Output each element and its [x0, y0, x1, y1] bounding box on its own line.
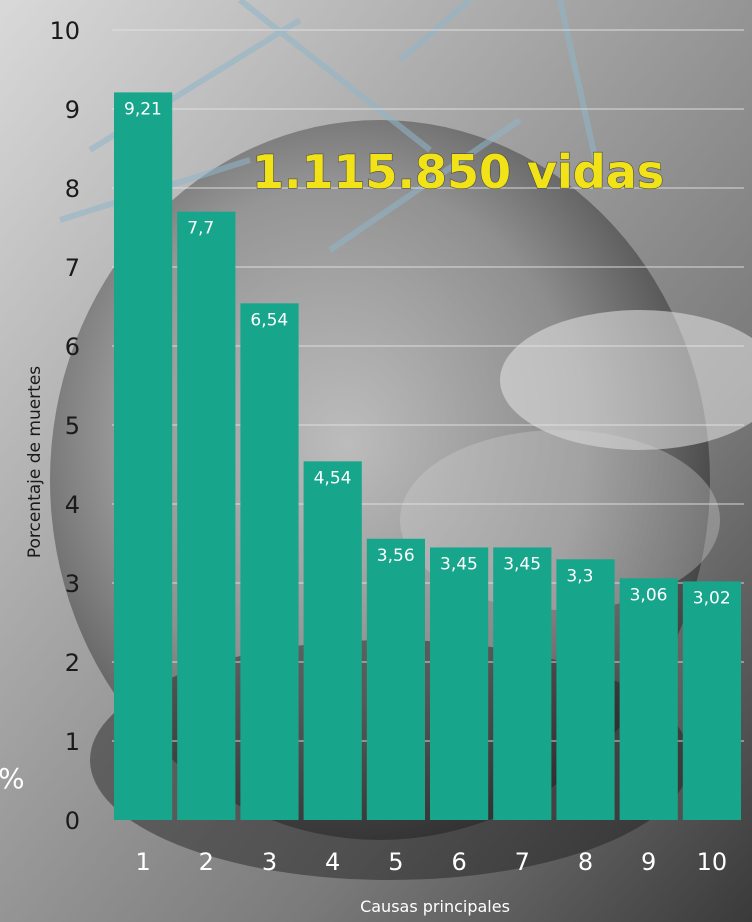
bar-3 [240, 303, 299, 821]
y-axis-ticks: 0 1 2 3 4 5 6 7 8 9 10 [49, 17, 80, 835]
bar-9 [619, 578, 678, 820]
y-tick-label: 5 [65, 412, 80, 440]
y-axis-title: Porcentaje de muertes [25, 366, 45, 558]
bar-value-label: 3,3 [566, 566, 593, 586]
edge-percent-glyph: % [0, 762, 25, 795]
bar-value-label: 9,21 [124, 99, 162, 119]
x-tick-label: 9 [641, 848, 656, 876]
x-axis-ticks: 1 2 3 4 5 6 7 8 9 10 [135, 848, 727, 876]
y-tick-label: 8 [65, 175, 80, 203]
y-tick-label: 4 [65, 491, 80, 519]
x-tick-label: 5 [388, 848, 403, 876]
y-tick-label: 10 [49, 17, 80, 45]
y-tick-label: 6 [65, 333, 80, 361]
bar-value-label: 3,02 [693, 588, 731, 608]
y-tick-label: 2 [65, 649, 80, 677]
x-tick-label: 3 [262, 848, 277, 876]
x-tick-label: 2 [199, 848, 214, 876]
bar-1 [114, 92, 173, 820]
bar-value-label: 3,06 [630, 585, 668, 605]
bar-value-label: 3,45 [503, 554, 541, 574]
bar-5 [366, 538, 425, 820]
x-axis-title: Causas principales [360, 897, 510, 916]
x-tick-label: 6 [451, 848, 466, 876]
x-tick-label: 1 [135, 848, 150, 876]
bar-value-label: 3,45 [440, 554, 478, 574]
x-tick-label: 8 [578, 848, 593, 876]
bar-value-label: 6,54 [250, 310, 288, 330]
bar-6 [430, 547, 489, 820]
y-tick-label: 0 [65, 807, 80, 835]
bar-value-label: 4,54 [314, 468, 352, 488]
bar-value-label: 7,7 [187, 219, 214, 239]
bar-4 [303, 461, 362, 820]
x-tick-label: 10 [697, 848, 728, 876]
y-tick-label: 9 [65, 96, 80, 124]
chart-headline: 1.115.850 vidas [252, 145, 664, 199]
y-tick-label: 3 [65, 570, 80, 598]
y-tick-label: 7 [65, 254, 80, 282]
bars: 9,21 7,7 6,54 4,54 3,56 3,45 3,45 3,3 3,06 3,02 [114, 92, 741, 821]
bar-value-label: 3,56 [377, 546, 415, 566]
x-tick-label: 4 [325, 848, 340, 876]
y-tick-label: 1 [65, 728, 80, 756]
x-tick-label: 7 [515, 848, 530, 876]
bar-2 [177, 211, 236, 820]
bar-8 [556, 559, 615, 820]
bar-10 [682, 581, 741, 820]
bar-7 [493, 547, 552, 820]
